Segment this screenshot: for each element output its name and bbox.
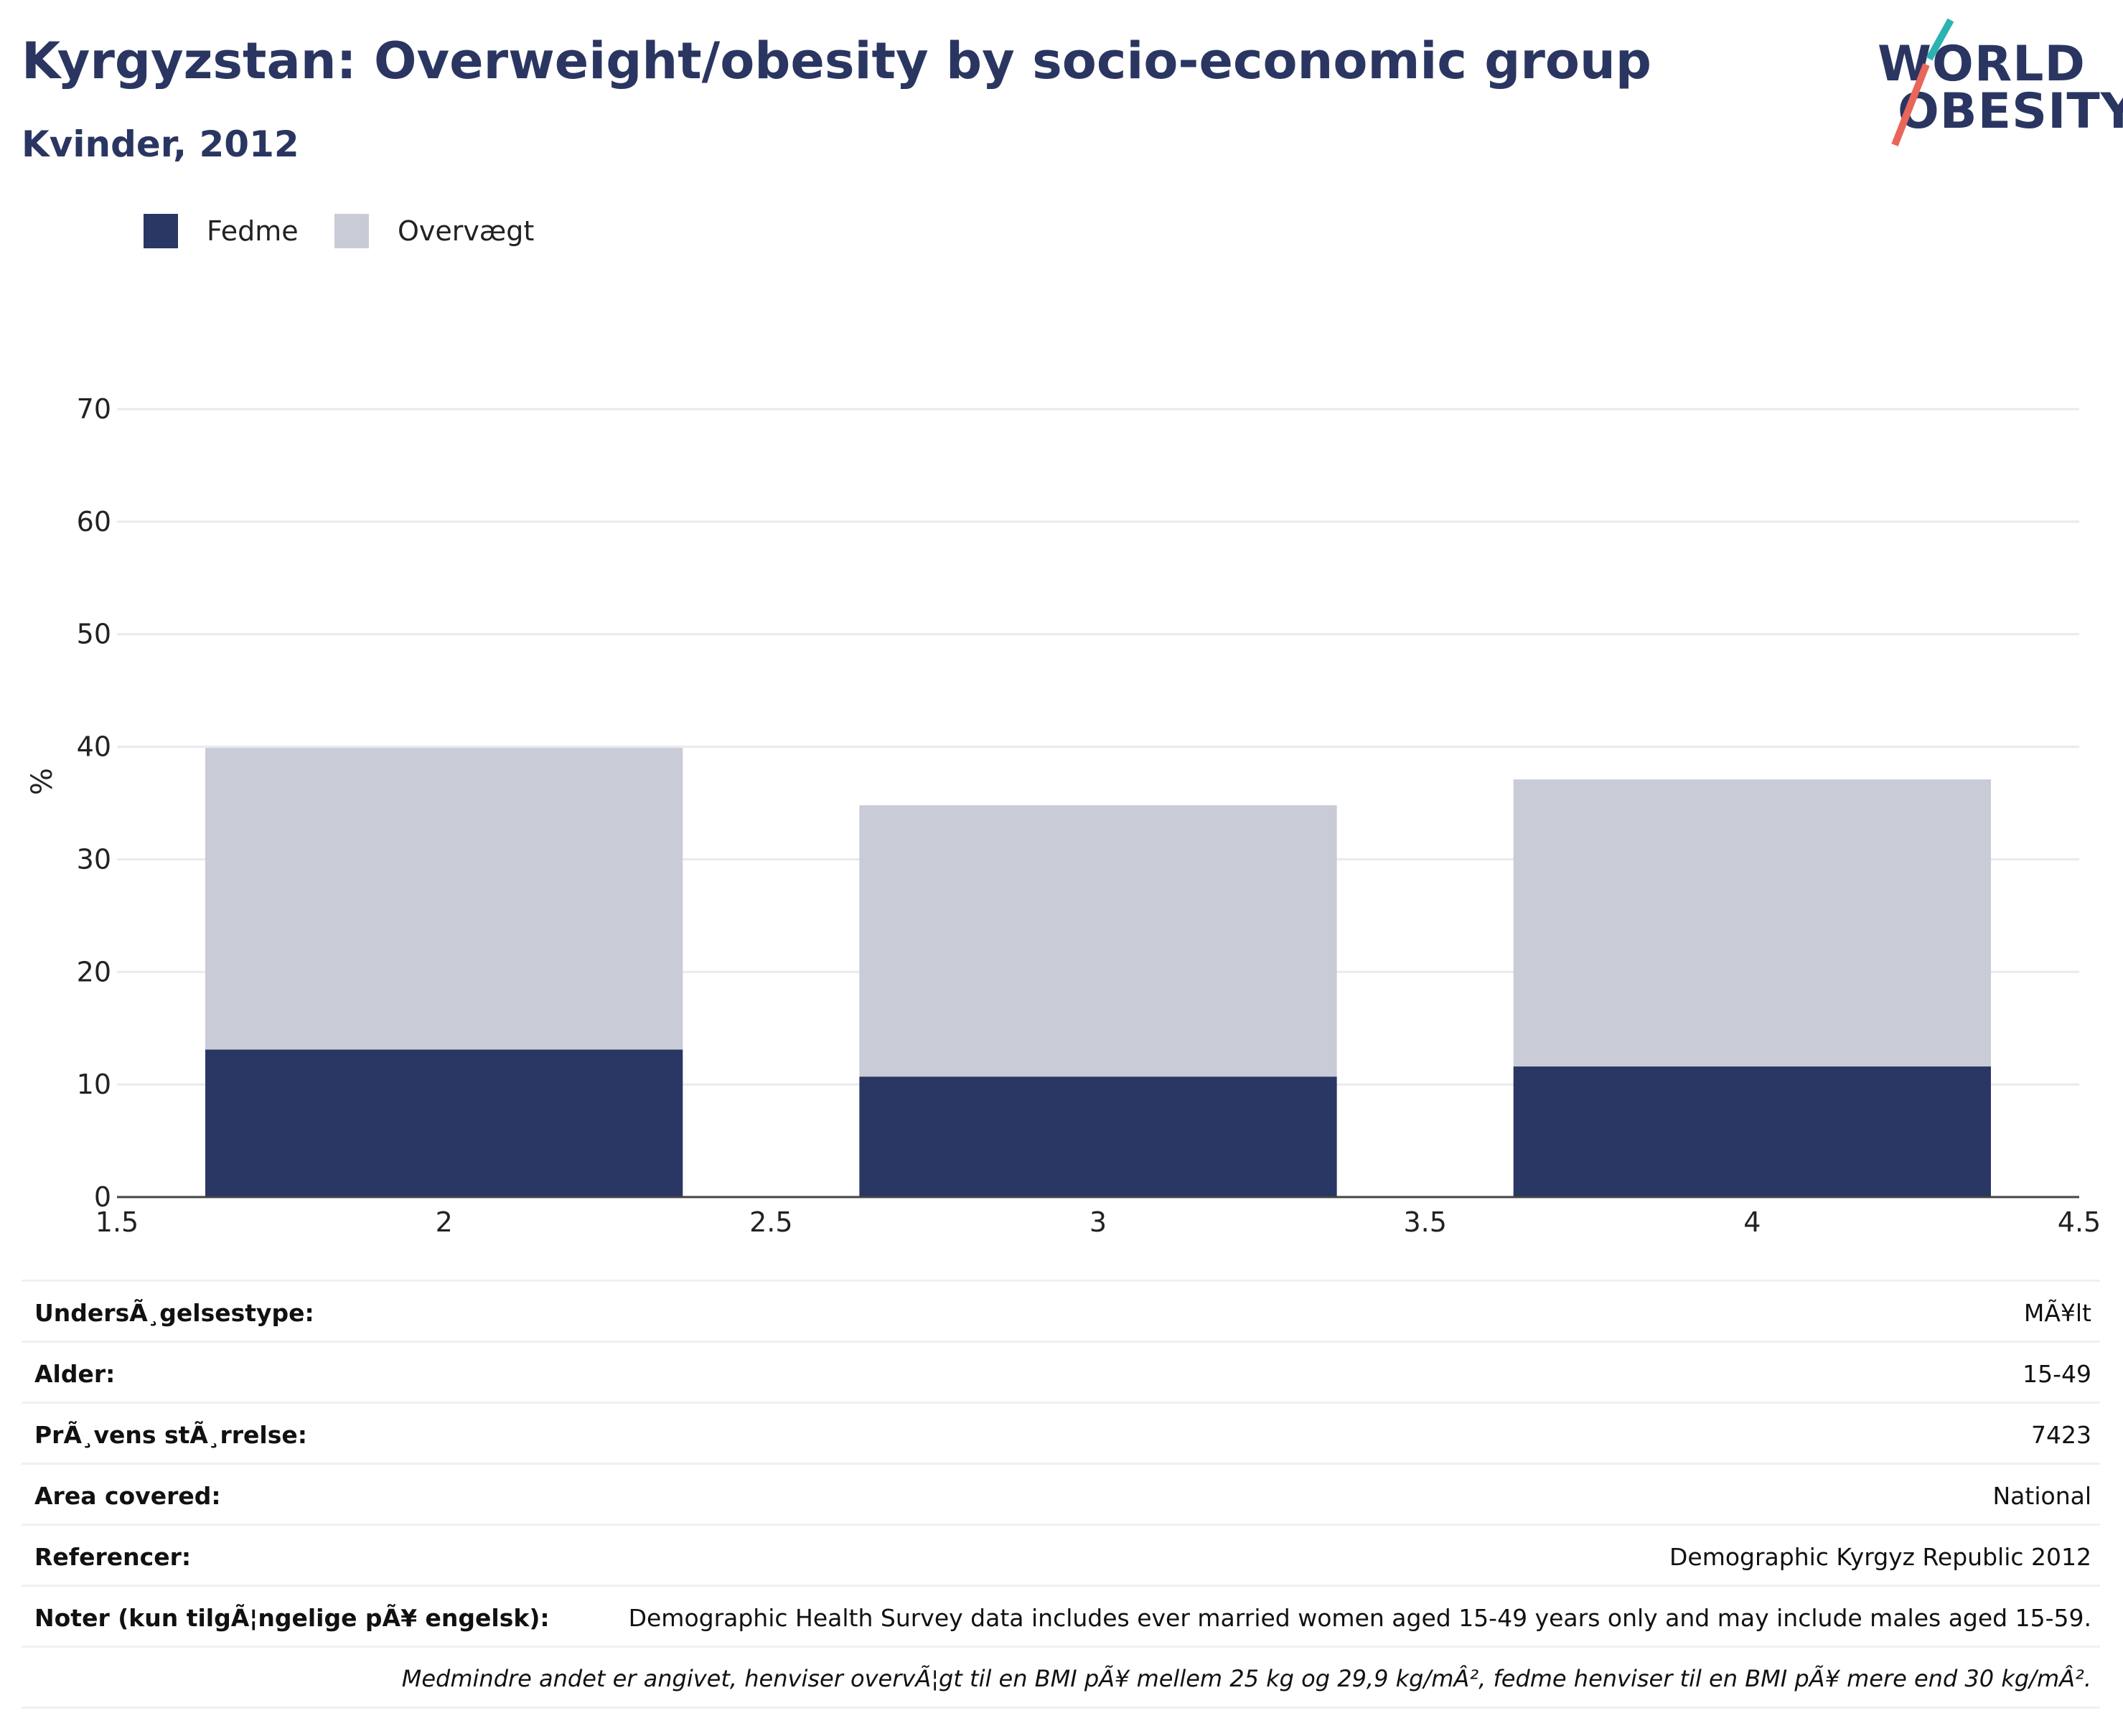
info-label-notes: Noter (kun tilgÃ¦ngelige pÃ¥ engelsk):	[34, 1604, 550, 1632]
info-value-age: 15-49	[2023, 1360, 2091, 1388]
bar-fedme	[205, 1049, 683, 1197]
info-row: Noter (kun tilgÃ¦ngelige pÃ¥ engelsk): D…	[22, 1585, 2100, 1646]
y-tick-label: 70	[77, 393, 111, 425]
y-tick-label: 30	[77, 843, 111, 875]
y-tick-label: 0	[94, 1181, 111, 1213]
logo-line2: OBESITY	[1898, 83, 2123, 140]
chart-title: Kyrgyzstan: Overweight/obesity by socio-…	[22, 32, 1651, 90]
info-row: Referencer: Demographic Kyrgyz Republic …	[22, 1524, 2100, 1585]
info-label-age: Alder:	[34, 1360, 116, 1388]
bar-fedme	[1513, 1066, 1991, 1197]
y-tick-label: 60	[77, 506, 111, 538]
x-tick-label: 4	[1743, 1206, 1761, 1238]
x-tick-label: 4.5	[2058, 1206, 2101, 1238]
info-label-survey-type: UndersÃ¸gelsestype:	[34, 1299, 314, 1327]
info-row: PrÃ¸vens stÃ¸rrelse: 7423	[22, 1402, 2100, 1463]
legend-swatch-overvaegt	[334, 214, 369, 248]
bar-overvaegt	[205, 748, 683, 1050]
y-tick-label: 50	[77, 619, 111, 650]
info-table: UndersÃ¸gelsestype: MÃ¥lt Alder: 15-49 P…	[22, 1280, 2100, 1709]
legend-swatch-fedme	[144, 214, 178, 248]
footnote: Medmindre andet er angivet, henviser ove…	[401, 1665, 2091, 1692]
chart-subtitle: Kvinder, 2012	[22, 123, 299, 165]
y-tick-label: 20	[77, 956, 111, 987]
bar-overvaegt	[859, 805, 1337, 1077]
info-value-survey-type: MÃ¥lt	[2023, 1299, 2091, 1327]
info-label-area: Area covered:	[34, 1482, 221, 1510]
info-row: Alder: 15-49	[22, 1341, 2100, 1402]
world-obesity-logo: WORLD OBESITY	[1866, 14, 2123, 158]
info-value-area: National	[1992, 1482, 2091, 1510]
legend-label-overvaegt: Overvægt	[398, 215, 535, 247]
x-tick-label: 1.5	[95, 1206, 139, 1238]
info-value-notes: Demographic Health Survey data includes …	[628, 1604, 2091, 1632]
logo-line1: WORLD	[1878, 36, 2086, 93]
y-tick-label: 10	[77, 1069, 111, 1100]
info-row: Medmindre andet er angivet, henviser ove…	[22, 1646, 2100, 1709]
x-tick-label: 3	[1089, 1206, 1107, 1238]
y-axis-label: %	[26, 768, 59, 795]
info-row: Area covered: National	[22, 1463, 2100, 1524]
x-tick-label: 2	[436, 1206, 453, 1238]
info-label-references: Referencer:	[34, 1543, 192, 1571]
y-tick-label: 40	[77, 731, 111, 763]
info-label-sample-size: PrÃ¸vens stÃ¸rrelse:	[34, 1421, 307, 1449]
legend-label-fedme: Fedme	[207, 215, 299, 247]
info-row: UndersÃ¸gelsestype: MÃ¥lt	[22, 1280, 2100, 1341]
x-tick-label: 2.5	[749, 1206, 792, 1238]
logo-slash-icon	[1891, 18, 1954, 146]
x-tick-label: 3.5	[1403, 1206, 1446, 1238]
info-value-sample-size: 7423	[2031, 1421, 2091, 1449]
info-value-references: Demographic Kyrgyz Republic 2012	[1669, 1543, 2091, 1571]
bar-fedme	[859, 1076, 1337, 1197]
bar-chart: 0 10 20 30 40 50 60 70 1.5 2 2.5 3 3.5 4 4.5%	[26, 393, 2101, 1238]
bar-overvaegt	[1513, 779, 1991, 1067]
